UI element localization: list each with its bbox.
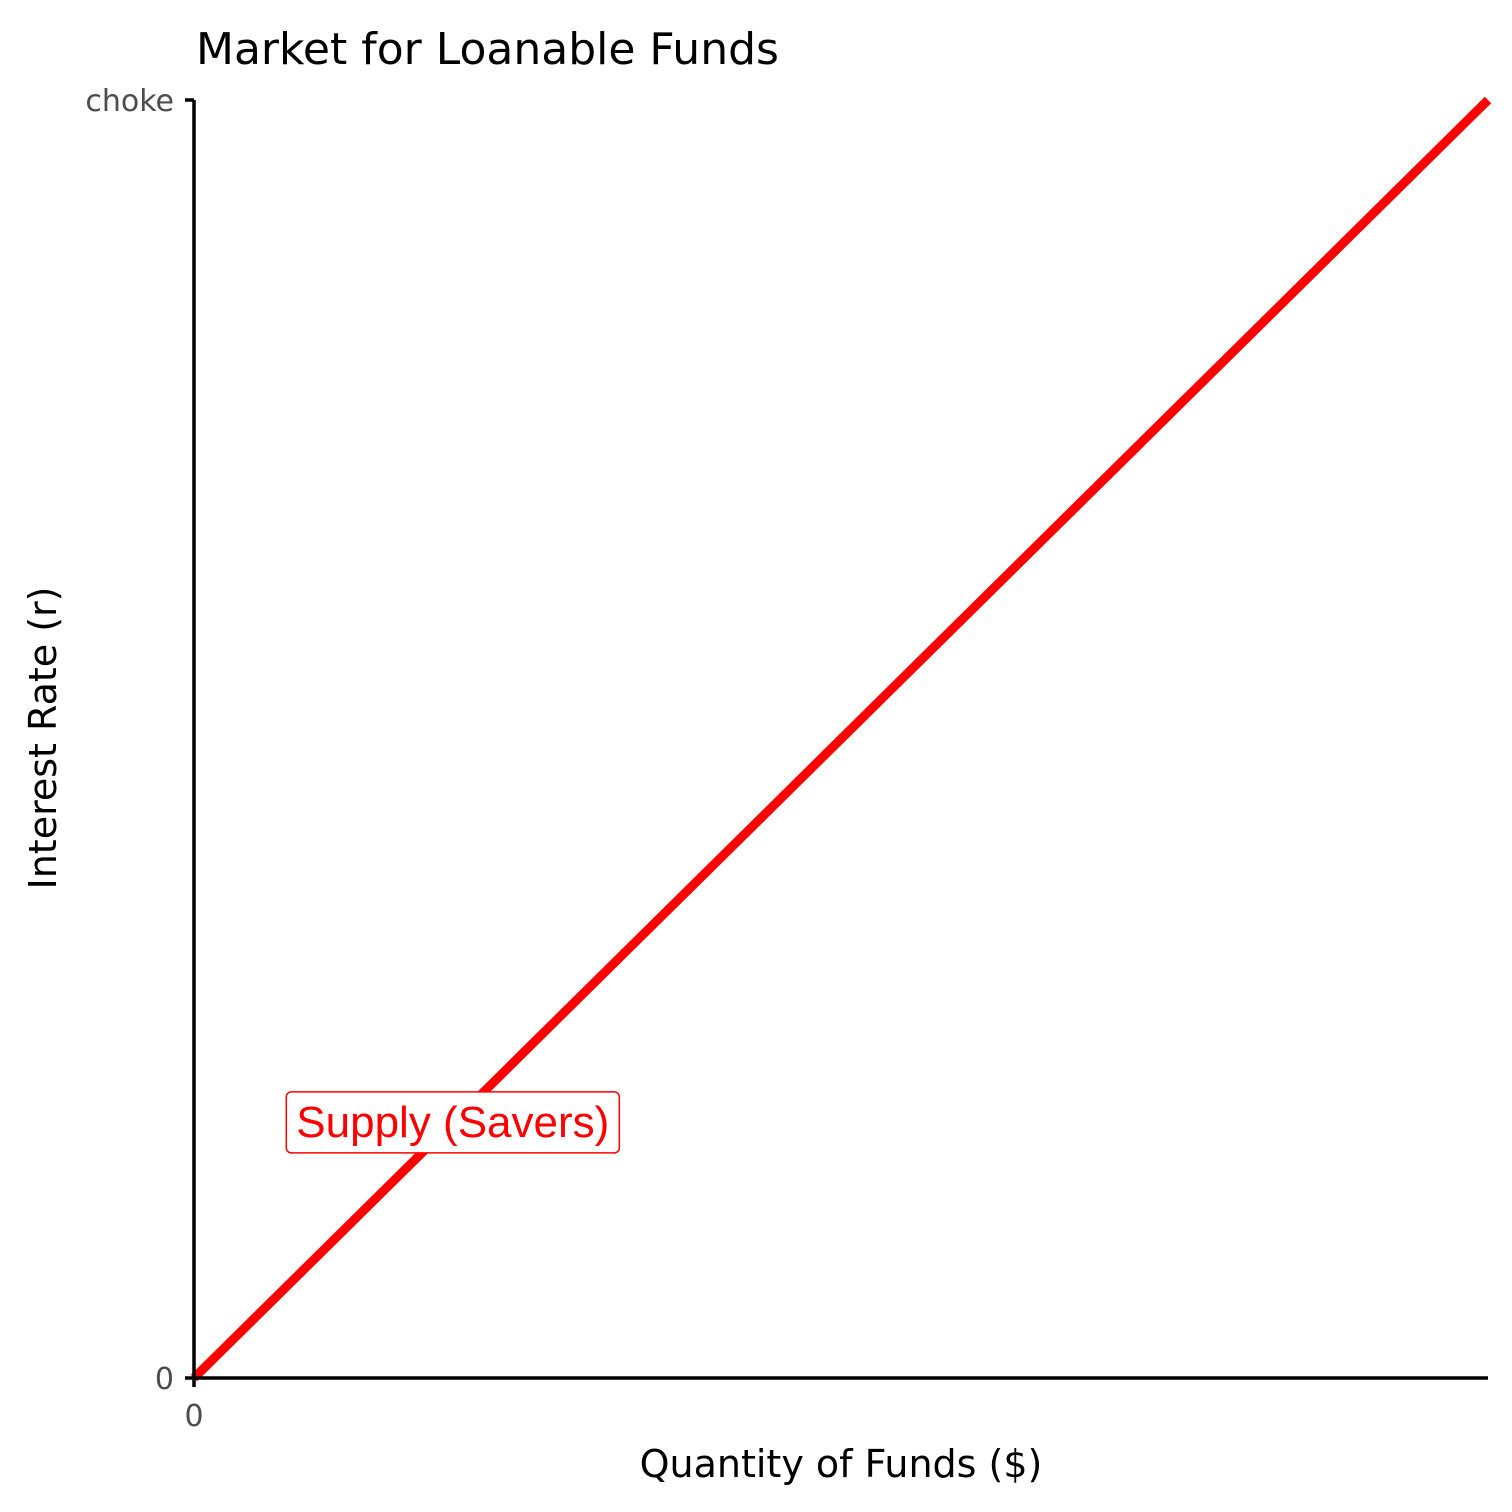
y-tick-label: 0 xyxy=(155,1362,174,1397)
series-label-box xyxy=(285,1091,621,1154)
series-label-supply: Supply (Savers) xyxy=(285,1091,621,1154)
y-axis-title: Interest Rate (r) xyxy=(21,587,65,890)
annotations: Supply (Savers) xyxy=(285,1091,621,1154)
x-tick-label: 0 xyxy=(184,1399,203,1434)
series-label-text: Supply (Savers) xyxy=(296,1098,609,1147)
x-axis-ticks: 0 xyxy=(184,1378,204,1434)
y-axis-ticks: 0 choke xyxy=(85,84,194,1397)
plot-area xyxy=(190,96,1492,1382)
y-tick-label: choke xyxy=(85,84,174,119)
series-line-supply xyxy=(190,96,1492,1382)
chart-title: Market for Loanable Funds xyxy=(196,24,779,75)
x-axis-title: Quantity of Funds ($) xyxy=(640,1442,1043,1486)
